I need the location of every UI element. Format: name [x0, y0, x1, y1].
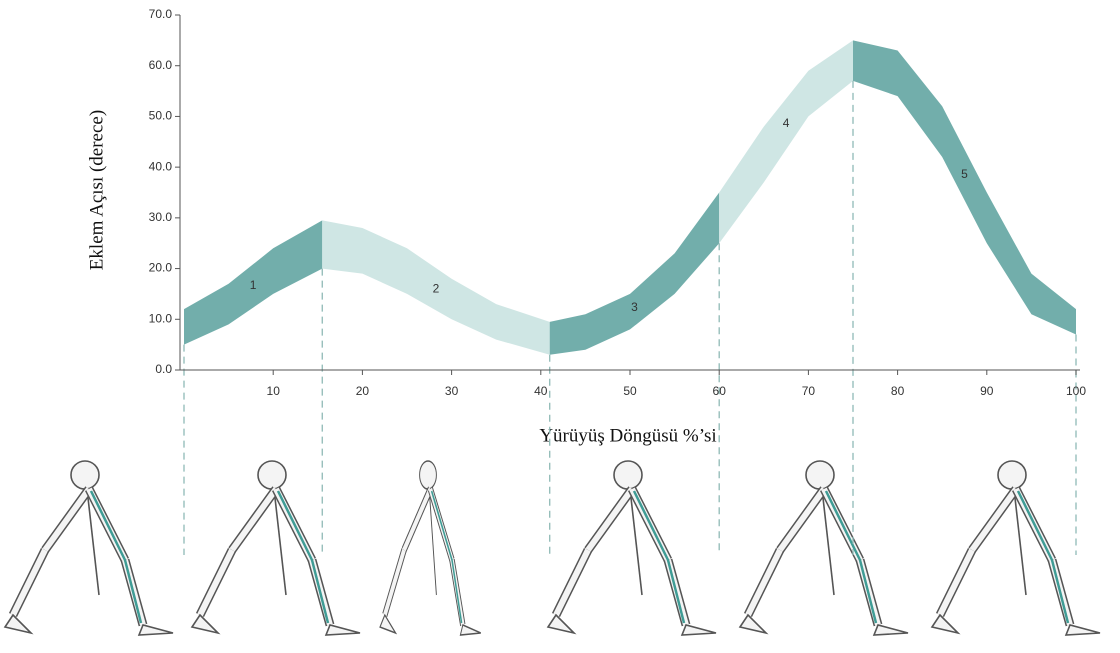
- x-tick-label: 30: [445, 384, 459, 398]
- skeleton: [548, 461, 716, 635]
- y-tick-label: 40.0: [149, 159, 173, 173]
- skeleton: [380, 461, 481, 635]
- phase-label: 3: [631, 300, 638, 314]
- skeleton: [5, 461, 173, 635]
- y-tick-label: 50.0: [149, 109, 173, 123]
- x-tick-label: 90: [980, 384, 994, 398]
- x-tick-label: 70: [802, 384, 816, 398]
- phase-band: [853, 40, 1076, 335]
- y-tick-label: 10.0: [149, 311, 173, 325]
- phase-band: [322, 220, 550, 355]
- x-tick-label: 40: [534, 384, 548, 398]
- phase-band: [549, 192, 720, 355]
- x-tick-label: 10: [267, 384, 281, 398]
- phase-band: [719, 40, 853, 244]
- phase-label: 1: [250, 278, 257, 292]
- y-tick-label: 60.0: [149, 58, 173, 72]
- y-tick-label: 30.0: [149, 210, 173, 224]
- phase-band: [184, 220, 323, 345]
- x-axis-title: Yürüyüş Döngüsü %’si: [539, 425, 716, 446]
- y-tick-label: 70.0: [149, 7, 173, 21]
- phase-label: 2: [433, 281, 440, 295]
- x-tick-label: 60: [713, 384, 727, 398]
- x-tick-label: 80: [891, 384, 905, 398]
- y-axis-title: Eklem Açısı (derece): [86, 110, 107, 270]
- x-tick-label: 100: [1066, 384, 1086, 398]
- x-tick-label: 50: [623, 384, 637, 398]
- x-tick-label: 20: [356, 384, 370, 398]
- y-tick-label: 20.0: [149, 261, 173, 275]
- phase-label: 5: [961, 167, 968, 181]
- phase-label: 4: [783, 116, 790, 130]
- skeleton: [740, 461, 908, 635]
- skeleton: [932, 461, 1100, 635]
- skeleton: [192, 461, 360, 635]
- y-tick-label: 0.0: [155, 362, 172, 376]
- illustrations: [5, 461, 1100, 635]
